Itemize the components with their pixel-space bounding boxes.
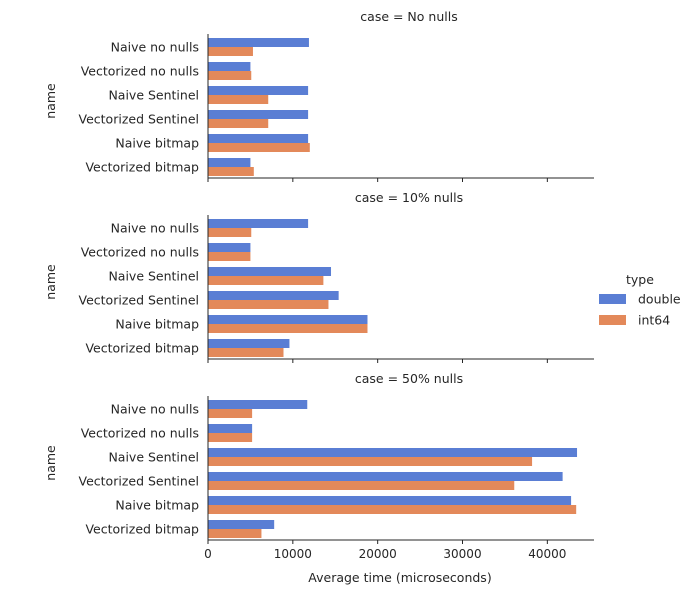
category-label: Naive Sentinel <box>108 450 199 465</box>
category-label: Naive bitmap <box>115 136 199 151</box>
bar-double <box>208 424 253 433</box>
bar-double <box>208 110 309 119</box>
category-label: Naive Sentinel <box>108 88 199 103</box>
bar-int64 <box>208 119 269 128</box>
facet-title: case = 50% nulls <box>355 371 463 386</box>
bar-double <box>208 243 251 252</box>
bar-double <box>208 267 332 276</box>
bar-int64 <box>208 276 324 285</box>
category-label: Naive bitmap <box>115 317 199 332</box>
bar-int64 <box>208 457 533 466</box>
category-label: Naive no nulls <box>111 221 199 236</box>
bar-int64 <box>208 481 515 490</box>
category-label: Vectorized Sentinel <box>79 112 199 127</box>
bar-double <box>208 219 309 228</box>
legend-label-int64: int64 <box>638 313 670 328</box>
bar-double <box>208 158 251 167</box>
bar-int64 <box>208 348 284 357</box>
category-label: Naive bitmap <box>115 498 199 513</box>
category-label: Vectorized bitmap <box>85 341 199 356</box>
bar-double <box>208 472 563 481</box>
y-axis-label: name <box>43 445 58 481</box>
bar-double <box>208 38 309 47</box>
facet-title: case = 10% nulls <box>355 190 463 205</box>
bar-int64 <box>208 143 310 152</box>
bar-double <box>208 62 251 71</box>
category-label: Vectorized bitmap <box>85 522 199 537</box>
bar-int64 <box>208 252 251 261</box>
bar-int64 <box>208 505 577 514</box>
category-label: Vectorized Sentinel <box>79 293 199 308</box>
x-tick-label: 40000 <box>528 547 566 561</box>
category-label: Naive Sentinel <box>108 269 199 284</box>
x-tick-label: 10000 <box>274 547 312 561</box>
legend-swatch-int64 <box>599 315 626 325</box>
x-tick-label: 20000 <box>359 547 397 561</box>
bar-double <box>208 448 578 457</box>
x-axis-label: Average time (microseconds) <box>308 570 491 585</box>
bar-int64 <box>208 47 253 56</box>
bar-int64 <box>208 228 252 237</box>
bar-double <box>208 291 339 300</box>
category-label: Naive no nulls <box>111 40 199 55</box>
legend-title: type <box>626 272 654 287</box>
bar-int64 <box>208 324 368 333</box>
bar-double <box>208 496 572 505</box>
x-tick-label: 30000 <box>443 547 481 561</box>
legend-swatch-double <box>599 294 626 304</box>
bar-double <box>208 339 290 348</box>
bar-double <box>208 315 368 324</box>
facet-title: case = No nulls <box>360 9 457 24</box>
category-label: Naive no nulls <box>111 402 199 417</box>
bar-int64 <box>208 71 252 80</box>
bar-int64 <box>208 409 253 418</box>
bar-double <box>208 86 309 95</box>
bar-int64 <box>208 433 253 442</box>
bar-int64 <box>208 529 262 538</box>
x-tick-label: 0 <box>204 547 212 561</box>
bar-double <box>208 134 309 143</box>
category-label: Vectorized Sentinel <box>79 474 199 489</box>
bar-int64 <box>208 95 269 104</box>
legend-label-double: double <box>638 292 681 307</box>
bar-int64 <box>208 167 254 176</box>
bar-int64 <box>208 300 329 309</box>
category-label: Vectorized no nulls <box>81 64 199 79</box>
category-label: Vectorized bitmap <box>85 160 199 175</box>
category-label: Vectorized no nulls <box>81 426 199 441</box>
y-axis-label: name <box>43 83 58 119</box>
category-label: Vectorized no nulls <box>81 245 199 260</box>
bar-double <box>208 520 275 529</box>
bar-double <box>208 400 308 409</box>
y-axis-label: name <box>43 264 58 300</box>
